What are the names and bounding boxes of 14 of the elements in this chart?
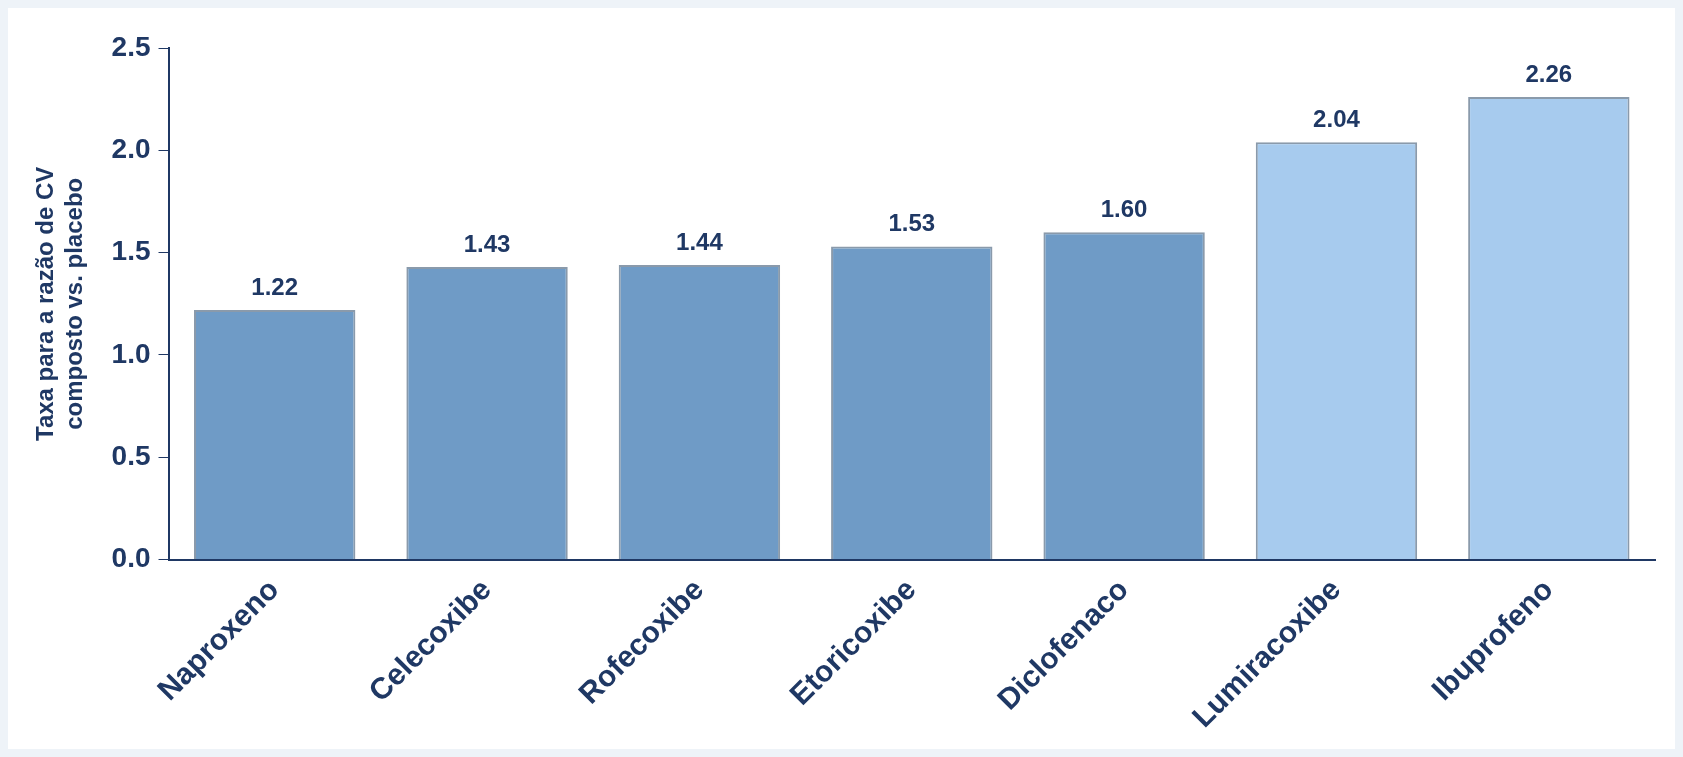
data-label: 1.53 <box>888 209 936 237</box>
y-tick-label: 2.0 <box>111 133 151 165</box>
y-tick-label: 1.0 <box>111 337 151 369</box>
data-label: 1.22 <box>251 272 299 300</box>
data-label: 1.44 <box>676 227 724 255</box>
data-label: 2.04 <box>1313 104 1361 132</box>
y-tick-label: 2.5 <box>111 30 151 62</box>
data-label: 2.26 <box>1525 59 1573 87</box>
data-label: 1.60 <box>1100 194 1148 222</box>
y-tick-label: 0.0 <box>111 542 151 574</box>
data-label: 1.43 <box>463 229 511 257</box>
y-tick-label: 0.5 <box>111 440 151 472</box>
y-tick-label: 1.5 <box>111 235 151 267</box>
y-axis-title: Taxa para a razão de CV composto vs. placebo <box>31 166 87 441</box>
